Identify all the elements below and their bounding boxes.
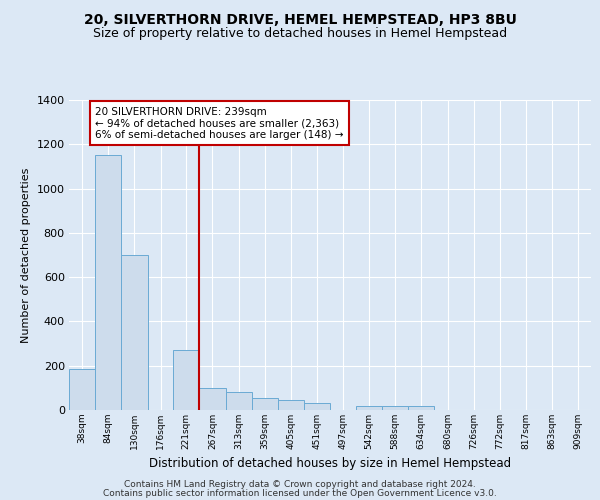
Bar: [382, 406, 408, 410]
Bar: [226, 392, 252, 410]
Bar: [278, 400, 304, 410]
Bar: [408, 406, 434, 410]
Bar: [199, 388, 226, 410]
Y-axis label: Number of detached properties: Number of detached properties: [21, 168, 31, 342]
Text: 20, SILVERTHORN DRIVE, HEMEL HEMPSTEAD, HP3 8BU: 20, SILVERTHORN DRIVE, HEMEL HEMPSTEAD, …: [83, 12, 517, 26]
Bar: [69, 369, 95, 410]
Text: Size of property relative to detached houses in Hemel Hempstead: Size of property relative to detached ho…: [93, 28, 507, 40]
Bar: [121, 255, 148, 410]
Bar: [252, 398, 278, 410]
X-axis label: Distribution of detached houses by size in Hemel Hempstead: Distribution of detached houses by size …: [149, 458, 511, 470]
Bar: [95, 156, 121, 410]
Bar: [304, 404, 330, 410]
Bar: [173, 350, 199, 410]
Bar: [356, 406, 382, 410]
Text: Contains HM Land Registry data © Crown copyright and database right 2024.: Contains HM Land Registry data © Crown c…: [124, 480, 476, 489]
Text: 20 SILVERTHORN DRIVE: 239sqm
← 94% of detached houses are smaller (2,363)
6% of : 20 SILVERTHORN DRIVE: 239sqm ← 94% of de…: [95, 106, 344, 140]
Text: Contains public sector information licensed under the Open Government Licence v3: Contains public sector information licen…: [103, 488, 497, 498]
